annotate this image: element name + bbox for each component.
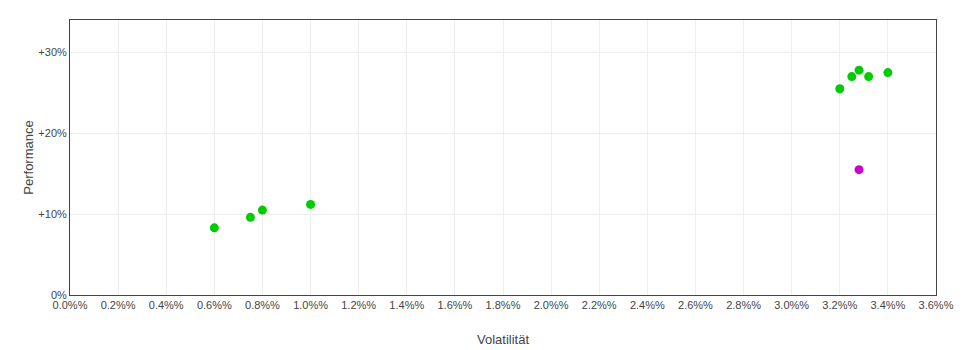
svg-text:3.2%%: 3.2%% (822, 299, 857, 311)
svg-text:+30%: +30% (38, 46, 67, 58)
svg-text:3.6%%: 3.6%% (919, 299, 954, 311)
svg-text:+10%: +10% (38, 208, 67, 220)
svg-text:2.0%%: 2.0%% (534, 299, 569, 311)
svg-text:1.0%%: 1.0%% (293, 299, 328, 311)
svg-text:1.4%%: 1.4%% (389, 299, 424, 311)
svg-text:+20%: +20% (38, 127, 67, 139)
svg-text:2.8%%: 2.8%% (726, 299, 761, 311)
svg-text:3.0%%: 3.0%% (774, 299, 809, 311)
svg-text:0.6%%: 0.6%% (197, 299, 232, 311)
svg-text:0.2%%: 0.2%% (101, 299, 136, 311)
svg-text:1.2%%: 1.2%% (341, 299, 376, 311)
svg-text:Performance: Performance (21, 120, 36, 194)
svg-text:0.8%%: 0.8%% (245, 299, 280, 311)
svg-text:2.2%%: 2.2%% (582, 299, 617, 311)
svg-text:0%: 0% (51, 289, 67, 301)
svg-text:0.0%%: 0.0%% (53, 299, 88, 311)
svg-text:3.4%%: 3.4%% (870, 299, 905, 311)
svg-text:Volatilität: Volatilität (477, 332, 529, 347)
svg-text:2.6%%: 2.6%% (678, 299, 713, 311)
svg-text:0.4%%: 0.4%% (149, 299, 184, 311)
svg-text:1.8%%: 1.8%% (486, 299, 521, 311)
svg-text:2.4%%: 2.4%% (630, 299, 665, 311)
svg-text:1.6%%: 1.6%% (437, 299, 472, 311)
